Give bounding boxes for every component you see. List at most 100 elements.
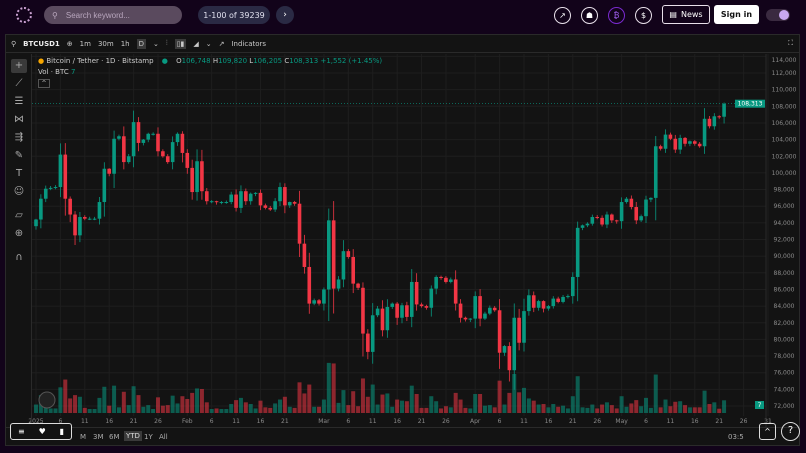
interval-1h[interactable]: 1h <box>120 39 130 48</box>
candle-body <box>614 220 619 222</box>
volume-bar <box>556 406 561 413</box>
brush-icon[interactable]: ✎ <box>14 150 24 161</box>
candle-body <box>624 198 629 203</box>
candle-body <box>341 251 346 280</box>
range-all[interactable]: All <box>159 433 168 441</box>
area-chart-icon[interactable]: ◢ <box>193 39 199 48</box>
pattern-icon[interactable]: ⋈ <box>14 114 24 125</box>
volume-bar <box>561 405 566 413</box>
bars-icon[interactable]: ⫶ <box>165 39 168 47</box>
candle-body <box>122 136 126 163</box>
scroll-up-button[interactable]: ^ <box>759 423 776 440</box>
robot-icon[interactable]: ☗ <box>581 7 598 24</box>
candle-body <box>317 300 321 304</box>
collapse-legend-button[interactable]: ^ <box>38 79 50 88</box>
candle-body <box>190 167 194 193</box>
interval-30m[interactable]: 30m <box>97 39 114 48</box>
news-icon: ▤ <box>669 10 677 19</box>
search-box[interactable]: ⚲ <box>44 6 182 24</box>
add-symbol-icon[interactable]: ⊕ <box>66 39 73 48</box>
volume-bar <box>624 406 629 413</box>
y-tick-label: 112,000 <box>772 70 797 77</box>
ruler-icon[interactable]: ▱ <box>15 210 23 221</box>
volume-bar <box>595 408 600 413</box>
volume-bar <box>668 406 673 413</box>
indicators-icon[interactable]: ↗ <box>218 39 225 48</box>
symbol-button[interactable]: BTCUSD1 <box>23 39 60 48</box>
candle-body <box>429 288 434 308</box>
dollar-icon[interactable]: $ <box>635 7 652 24</box>
volume-bar <box>141 406 146 413</box>
candle-body <box>634 207 639 221</box>
volume-bar <box>48 408 53 413</box>
next-page-button[interactable]: › <box>276 6 294 24</box>
chart-trend-icon[interactable]: ↗ <box>554 7 571 24</box>
volume-bar <box>707 404 712 413</box>
candle-body <box>151 133 155 135</box>
range-ytd[interactable]: YTD <box>124 431 142 441</box>
last-volume-label: 7 <box>758 402 762 409</box>
help-button[interactable]: ? <box>781 422 800 441</box>
y-tick-label: 90,000 <box>774 253 795 260</box>
x-tick-label: 16 <box>691 418 699 425</box>
fib-icon[interactable]: ☰ <box>14 96 24 107</box>
projection-icon[interactable]: ⇶ <box>14 132 24 143</box>
pager-label[interactable]: 1-100 of 39239 <box>198 6 270 24</box>
heart-icon[interactable]: ♥ <box>38 427 46 436</box>
zoom-in-icon[interactable]: ⊕ <box>14 228 24 239</box>
magnet-icon[interactable]: ∩ <box>15 252 23 263</box>
volume-bar <box>278 399 282 413</box>
range-6m[interactable]: 6M <box>109 433 120 441</box>
candles-icon[interactable]: ▯▮ <box>174 38 187 49</box>
crosshair-icon[interactable]: + <box>11 59 27 73</box>
volume-bar <box>375 404 380 413</box>
logo-icon[interactable] <box>16 7 32 23</box>
range-3m[interactable]: 3M <box>93 433 104 441</box>
clock: 03:5 <box>728 433 744 441</box>
candle-body <box>331 220 336 289</box>
candle-body <box>131 122 136 157</box>
chevron-down-icon[interactable]: ⌄ <box>205 39 212 48</box>
volume-bar <box>458 399 463 413</box>
candle-body <box>531 295 536 308</box>
candle-body <box>600 217 604 225</box>
symbol-search-icon[interactable]: ⚲ <box>11 39 17 48</box>
candle-body <box>234 194 238 208</box>
search-input[interactable] <box>65 10 166 20</box>
theme-toggle[interactable] <box>766 9 790 21</box>
candle-body <box>522 311 526 343</box>
candle-body <box>590 217 595 224</box>
indicators-button[interactable]: Indicators <box>231 39 267 48</box>
price-chart[interactable]: 72,000 74,000 76,000 78,000 80,000 82,000 84,0… <box>6 35 801 447</box>
fullscreen-icon[interactable]: ⛶ <box>788 39 793 47</box>
volume-bar <box>156 397 160 413</box>
trendline-icon[interactable]: ⟋ <box>15 78 23 89</box>
news-button[interactable]: ▤ News <box>662 5 710 24</box>
volume-label: Vol · BTC <box>38 68 69 76</box>
volume-bar <box>234 400 239 413</box>
bookmark-icon[interactable]: ▮ <box>59 427 65 436</box>
interval-1m[interactable]: 1m <box>79 39 91 48</box>
candle-body <box>195 161 199 193</box>
volume-bar <box>712 402 717 413</box>
last-volume-badge <box>755 401 764 409</box>
bitcoin-icon[interactable]: ₿ <box>608 7 625 24</box>
menu-icon[interactable]: ≡ <box>17 427 25 436</box>
chart-legend: ● Bitcoin / Tether · 1D · Bitstamp ● O10… <box>38 57 382 88</box>
y-tick-label: 84,000 <box>774 303 795 310</box>
x-tick-label: 21 <box>130 418 138 425</box>
sign-in-button[interactable]: Sign in <box>714 5 759 24</box>
candle-body <box>585 223 590 226</box>
volume-bar <box>380 394 385 413</box>
volume-bar <box>551 404 556 413</box>
candle-body <box>463 317 468 320</box>
candle-body <box>517 317 521 343</box>
candle-body <box>478 296 482 319</box>
text-icon[interactable]: T <box>15 168 23 179</box>
interval-d[interactable]: D <box>136 38 146 49</box>
volume-bar <box>87 409 92 413</box>
range-1y[interactable]: 1Y <box>144 433 153 441</box>
chevron-down-icon[interactable]: ⌄ <box>152 39 159 48</box>
range-m[interactable]: M <box>80 433 87 441</box>
emoji-icon[interactable]: ☺ <box>13 186 25 197</box>
